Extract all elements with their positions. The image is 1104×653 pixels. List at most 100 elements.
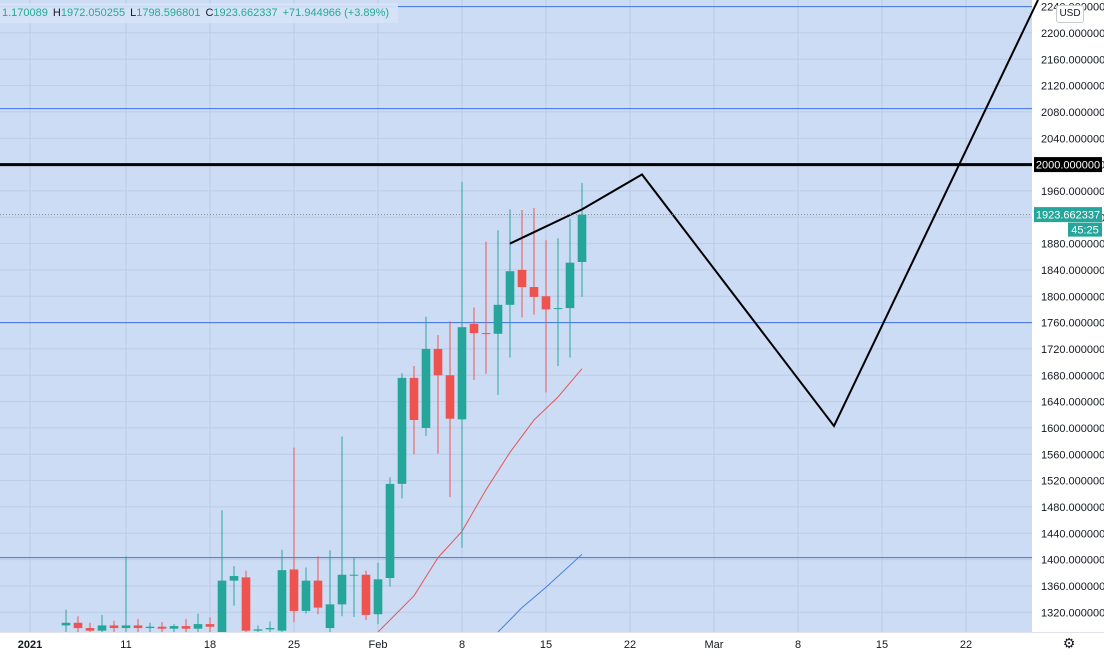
candle-body (169, 626, 179, 629)
candle-body (133, 625, 143, 629)
candle-down (445, 321, 455, 498)
candle-up (553, 238, 563, 367)
candle-body (481, 333, 491, 335)
candle-body (145, 626, 155, 629)
horizontal-lines (0, 6, 1032, 559)
candle-body (313, 580, 323, 608)
ohlc-low-letter: L (130, 7, 137, 19)
candle-up (565, 218, 575, 358)
price-tick-label: 1840.000000 (1041, 265, 1104, 277)
candle-up (421, 316, 431, 436)
candle-down (205, 617, 215, 632)
gear-icon[interactable]: ⚙ (1062, 635, 1076, 651)
candle-body (265, 628, 275, 630)
time-tick-label: 18 (204, 639, 216, 651)
price-tick-label: 2160.000000 (1041, 54, 1104, 66)
price-tick-label: 1560.000000 (1041, 449, 1104, 461)
ohlc-change-value: +71.944966 (+3.89%) (282, 7, 390, 19)
time-tick-label: 25 (288, 639, 300, 651)
candle-body (121, 625, 131, 629)
ohlc-close-value: 1923.662337 (213, 7, 278, 19)
price-tick-label: 1400.000000 (1041, 555, 1104, 567)
candle-up (121, 556, 131, 632)
candle-down (181, 618, 191, 632)
candle-body (205, 624, 215, 627)
candle-body (577, 214, 587, 263)
candle-up (457, 181, 467, 548)
candle-body (517, 269, 527, 288)
candle-body (85, 628, 95, 631)
candle-down (109, 620, 119, 632)
price-tick-label: 1680.000000 (1041, 370, 1104, 382)
time-tick-label: 22 (624, 639, 636, 651)
candle-body (445, 375, 455, 419)
ohlc-high-letter: H (52, 7, 61, 19)
candle-body (469, 323, 479, 334)
current-price-label: 1923.662337 (1036, 210, 1100, 222)
candle-body (241, 577, 251, 631)
candle-body (181, 626, 191, 629)
candle-body (97, 625, 107, 631)
candle-up (229, 566, 239, 606)
candle-body (433, 348, 443, 376)
currency-button[interactable]: USD (1056, 5, 1084, 23)
candle-body (565, 262, 575, 309)
time-axis-ticks: 2021 11 18 25 Feb 8 15 22 Mar 8 15 22 (18, 639, 972, 651)
candle-up (61, 609, 71, 632)
candle-body (493, 304, 503, 334)
price-tick-label: 1760.000000 (1041, 318, 1104, 330)
current-price-label-bg (1034, 207, 1102, 223)
candle-down (517, 210, 527, 318)
candle-down (85, 622, 95, 632)
candle-down (481, 241, 491, 374)
time-tick-label: 11 (120, 639, 131, 651)
price-tick-label: 2040.000000 (1041, 133, 1104, 145)
candle-body (337, 574, 347, 605)
candle-up (493, 230, 503, 395)
candle-body (541, 296, 551, 310)
candle-down (313, 556, 323, 615)
moving-average-slow (497, 553, 583, 633)
candle-up (145, 622, 155, 632)
price-tick-label: 1640.000000 (1041, 397, 1104, 409)
candle-down (241, 570, 251, 632)
price-tick-label: 1720.000000 (1041, 344, 1104, 356)
candle-up (349, 556, 359, 617)
price-tick-label: 1320.000000 (1041, 607, 1104, 619)
candle-body (457, 327, 467, 420)
candle-up (277, 549, 287, 632)
candle-down (133, 618, 143, 632)
candle-up (193, 613, 203, 632)
time-tick-label: 15 (540, 639, 552, 651)
candle-body (361, 574, 371, 615)
price-tick-label: 1360.000000 (1041, 581, 1104, 593)
candle-body (217, 580, 227, 632)
price-tick-label: 2120.000000 (1041, 81, 1104, 93)
key-level-price-label-bg (1034, 157, 1102, 173)
candle-up (97, 614, 107, 632)
time-tick-label: 15 (876, 639, 888, 651)
candle-body (301, 580, 311, 611)
candle-body (229, 576, 239, 581)
candle-body (409, 377, 419, 421)
candle-up (169, 624, 179, 632)
candle-down (361, 570, 371, 621)
candle-up (325, 550, 335, 632)
time-axis-panel[interactable] (0, 632, 1104, 653)
price-axis-ticks: 2240.0000002200.0000002160.0000002120.00… (1041, 2, 1104, 620)
candle-body (289, 569, 299, 611)
price-tick-label: 1800.000000 (1041, 291, 1104, 303)
moving-averages (377, 368, 583, 633)
candle-body (385, 483, 395, 579)
countdown-label-bg (1068, 222, 1102, 237)
candle-down (469, 307, 479, 380)
time-tick-label: Feb (369, 639, 388, 651)
candle-up (217, 510, 227, 632)
candle-up (577, 183, 587, 297)
candle-body (421, 348, 431, 428)
price-tick-label: 1600.000000 (1041, 423, 1104, 435)
ohlc-low-value: 1798.596801 (136, 7, 201, 19)
price-axis-panel[interactable] (1032, 0, 1104, 632)
